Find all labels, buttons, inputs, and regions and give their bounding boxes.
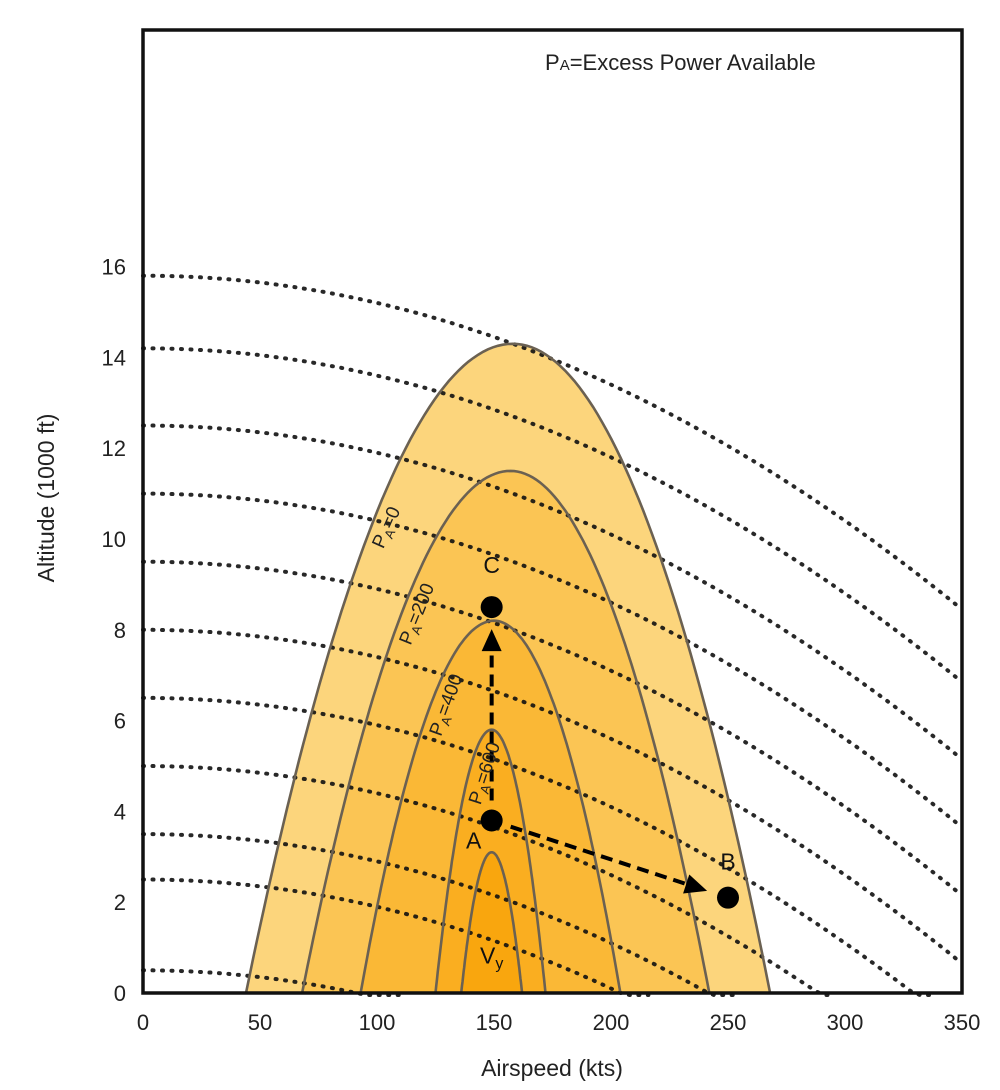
y-tick-16: 16 bbox=[102, 255, 126, 280]
excess-power-contours bbox=[244, 342, 772, 994]
energy-line-9 bbox=[141, 423, 960, 758]
vy-label: Vy bbox=[480, 942, 503, 972]
contour-line-3 bbox=[359, 619, 622, 994]
point-label-B: B bbox=[720, 849, 735, 875]
plot-frame bbox=[141, 28, 964, 995]
maneuver-arrows bbox=[481, 629, 708, 894]
arrowhead-A-C bbox=[481, 629, 502, 652]
x-tick-350: 350 bbox=[944, 1010, 981, 1035]
contour-line-4 bbox=[434, 728, 547, 994]
y-tick-10: 10 bbox=[102, 527, 126, 552]
energy-line-8 bbox=[141, 491, 960, 826]
y-tick-0: 0 bbox=[114, 981, 126, 1006]
y-tick-2: 2 bbox=[114, 890, 126, 915]
energy-line-10 bbox=[141, 346, 960, 681]
y-tick-14: 14 bbox=[102, 345, 126, 370]
x-tick-300: 300 bbox=[827, 1010, 864, 1035]
point-B bbox=[717, 886, 739, 909]
y-tick-labels: 0 2 4 6 8 10 12 14 16 bbox=[102, 255, 126, 1006]
x-tick-0: 0 bbox=[137, 1010, 149, 1035]
x-tick-100: 100 bbox=[359, 1010, 396, 1035]
x-axis-title: Airspeed (kts) bbox=[481, 1055, 623, 1081]
point-label-A: A bbox=[466, 827, 482, 853]
x-tick-150: 150 bbox=[476, 1010, 513, 1035]
y-axis-title: Altitude (1000 ft) bbox=[33, 414, 59, 583]
x-tick-200: 200 bbox=[593, 1010, 630, 1035]
energy-line-5 bbox=[141, 695, 932, 997]
arrow-A-B bbox=[510, 824, 695, 889]
point-C bbox=[480, 596, 503, 619]
x-tick-50: 50 bbox=[248, 1010, 272, 1035]
contour-line-1 bbox=[244, 342, 772, 994]
arrowhead-A-B bbox=[683, 874, 708, 894]
energy-line-2 bbox=[141, 877, 651, 997]
point-A bbox=[480, 809, 503, 832]
energy-line-7 bbox=[141, 559, 960, 894]
x-tick-250: 250 bbox=[710, 1010, 747, 1035]
excess-power-regions bbox=[246, 343, 771, 993]
contour-line-5 bbox=[459, 851, 524, 994]
y-tick-4: 4 bbox=[114, 799, 126, 824]
contour-line-2 bbox=[300, 469, 711, 994]
legend-note: PA=Excess Power Available bbox=[545, 50, 816, 75]
y-tick-6: 6 bbox=[114, 709, 126, 734]
point-label-C: C bbox=[483, 552, 500, 578]
x-tick-labels: 0 50 100 150 200 250 300 350 bbox=[137, 1010, 980, 1035]
flight-points: A B C bbox=[466, 552, 739, 909]
energy-line-6 bbox=[141, 627, 960, 962]
y-tick-12: 12 bbox=[102, 436, 126, 461]
y-tick-8: 8 bbox=[114, 618, 126, 643]
